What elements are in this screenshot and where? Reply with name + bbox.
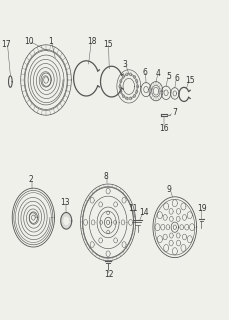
Text: 1: 1 (48, 37, 53, 46)
Text: 15: 15 (185, 76, 194, 84)
Text: 9: 9 (166, 185, 171, 194)
Text: 7: 7 (171, 108, 176, 116)
Text: 4: 4 (155, 69, 160, 78)
Text: 2: 2 (29, 175, 33, 184)
Text: 14: 14 (139, 208, 149, 217)
Text: 5: 5 (166, 72, 171, 81)
Text: 12: 12 (104, 270, 114, 279)
Text: 18: 18 (87, 37, 96, 46)
Text: 11: 11 (127, 204, 137, 213)
Ellipse shape (60, 212, 71, 229)
Text: 13: 13 (60, 198, 70, 207)
Text: 16: 16 (159, 124, 169, 132)
Text: 17: 17 (2, 40, 11, 49)
Text: 6: 6 (142, 68, 147, 76)
Ellipse shape (63, 217, 68, 225)
Text: 19: 19 (197, 204, 206, 212)
Text: 15: 15 (102, 40, 112, 49)
Text: 8: 8 (103, 172, 108, 180)
Text: 6: 6 (174, 74, 179, 83)
Text: 3: 3 (122, 60, 127, 68)
Text: 10: 10 (24, 37, 33, 46)
